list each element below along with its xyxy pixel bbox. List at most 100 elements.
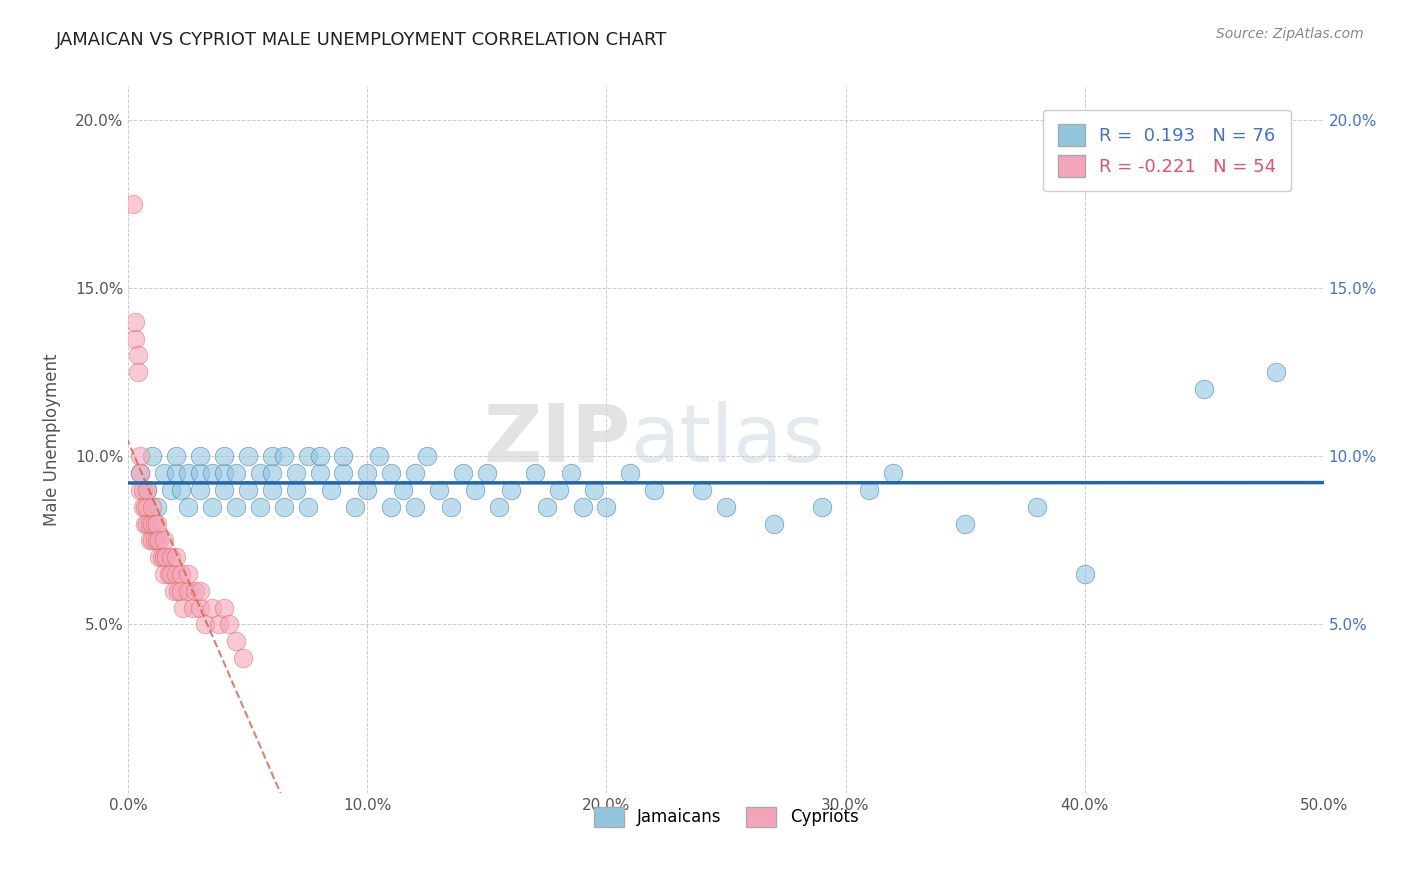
Point (141, 500, 163, 514)
Point (212, 466, 235, 480)
Point (201, 600, 224, 615)
Point (136, 500, 159, 514)
Point (153, 466, 176, 480)
Point (273, 450, 295, 464)
Point (225, 466, 247, 480)
Point (404, 500, 426, 514)
Point (129, 466, 152, 480)
Point (155, 550, 177, 565)
Point (1192, 382, 1215, 396)
Point (146, 516, 169, 531)
Point (201, 466, 224, 480)
Text: Source: ZipAtlas.com: Source: ZipAtlas.com (1216, 27, 1364, 41)
Point (170, 567, 193, 582)
Point (236, 483, 259, 497)
Point (249, 466, 271, 480)
Point (181, 600, 204, 615)
Y-axis label: Male Unemployment: Male Unemployment (44, 353, 60, 525)
Point (321, 483, 343, 497)
Point (236, 450, 259, 464)
Point (451, 466, 474, 480)
Point (595, 500, 617, 514)
Point (212, 600, 235, 615)
Point (160, 483, 183, 497)
Point (177, 466, 200, 480)
Point (157, 567, 180, 582)
Point (225, 634, 247, 648)
Point (184, 583, 207, 598)
Point (232, 651, 254, 665)
Point (212, 483, 235, 497)
Point (122, 197, 145, 211)
Point (136, 483, 159, 497)
Point (714, 500, 737, 514)
Point (148, 533, 170, 548)
Point (124, 315, 146, 329)
Point (464, 483, 486, 497)
Point (146, 533, 169, 548)
Point (427, 483, 450, 497)
Point (134, 500, 156, 514)
Point (643, 483, 665, 497)
Point (225, 500, 247, 514)
Point (308, 466, 330, 480)
Point (212, 450, 235, 464)
Point (177, 500, 200, 514)
Point (127, 365, 149, 379)
Point (260, 466, 283, 480)
Point (308, 450, 330, 464)
Point (284, 466, 307, 480)
Point (136, 516, 159, 531)
Point (148, 550, 170, 565)
Point (165, 550, 187, 565)
Point (356, 466, 378, 480)
Point (560, 466, 582, 480)
Point (134, 516, 156, 531)
Point (188, 466, 211, 480)
Point (201, 500, 224, 514)
Point (170, 483, 193, 497)
Point (583, 483, 606, 497)
Point (953, 516, 976, 531)
Point (218, 617, 240, 632)
Point (139, 516, 162, 531)
Point (380, 500, 402, 514)
Point (690, 483, 713, 497)
Point (194, 617, 217, 632)
Point (188, 600, 211, 615)
Point (150, 550, 173, 565)
Point (332, 450, 354, 464)
Point (273, 500, 295, 514)
Point (177, 567, 200, 582)
Point (416, 450, 439, 464)
Point (392, 483, 415, 497)
Point (882, 466, 904, 480)
Point (143, 533, 166, 548)
Point (129, 450, 152, 464)
Point (536, 500, 558, 514)
Text: JAMAICAN VS CYPRIOT MALE UNEMPLOYMENT CORRELATION CHART: JAMAICAN VS CYPRIOT MALE UNEMPLOYMENT CO… (56, 31, 668, 49)
Point (167, 583, 190, 598)
Point (523, 466, 546, 480)
Point (547, 483, 569, 497)
Point (141, 516, 163, 531)
Point (163, 583, 186, 598)
Point (332, 466, 354, 480)
Point (165, 450, 187, 464)
Point (153, 533, 176, 548)
Point (380, 466, 402, 480)
Point (153, 567, 176, 582)
Point (762, 516, 785, 531)
Point (488, 500, 510, 514)
Point (356, 483, 378, 497)
Legend: Jamaicans, Cypriots: Jamaicans, Cypriots (586, 800, 865, 834)
Point (1073, 567, 1095, 582)
Point (160, 567, 183, 582)
Point (344, 500, 367, 514)
Point (160, 550, 183, 565)
Point (170, 583, 193, 598)
Point (165, 466, 187, 480)
Point (177, 583, 200, 598)
Point (499, 483, 522, 497)
Point (260, 483, 283, 497)
